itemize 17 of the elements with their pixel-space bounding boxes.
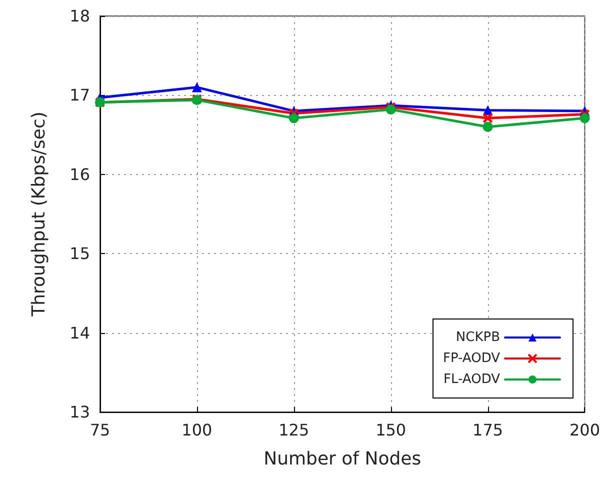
y-tick-label: 17 [70,86,90,105]
y-axis-title: Throughput (Kbps/sec) [28,112,50,318]
legend-label: FP-AODV [442,351,500,366]
legend-label: NCKPB [456,330,500,345]
x-tick-label: 125 [278,420,310,440]
y-tick-label: 18 [70,6,90,26]
x-tick-label: 200 [569,420,600,440]
x-tick-label: 75 [90,420,110,440]
x-axis-title: Number of Nodes [264,448,422,470]
y-tick-label: 14 [70,323,90,342]
legend-label: FL-AODV [444,372,500,387]
x-tick-label: 150 [376,420,406,440]
y-tick-label: 15 [70,244,90,264]
y-tick-label: 16 [70,164,90,184]
y-tick-label: 13 [70,402,90,422]
x-tick-label: 175 [472,420,504,440]
x-tick-label: 100 [182,420,212,440]
